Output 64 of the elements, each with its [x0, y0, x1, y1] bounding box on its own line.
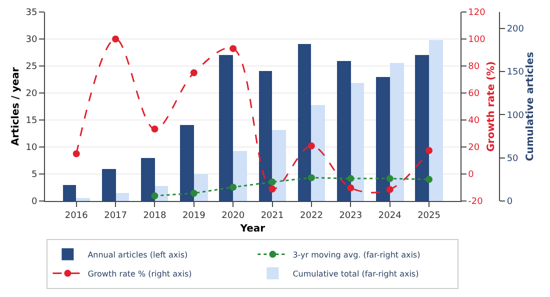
- y2-tick-label: -20: [468, 197, 484, 208]
- point: [347, 175, 354, 182]
- x-tick-label: 2024: [378, 210, 402, 221]
- point: [151, 126, 158, 133]
- point: [190, 190, 198, 197]
- point: [386, 186, 394, 194]
- point: [308, 174, 315, 182]
- y3-tick-label: 200: [506, 24, 524, 35]
- point: [347, 184, 354, 192]
- y2-tick-label: 100: [468, 35, 486, 46]
- y3-tick-label: 50: [506, 154, 519, 164]
- point: [112, 36, 120, 42]
- point: [426, 147, 433, 154]
- bar: [141, 158, 155, 201]
- bar: [102, 169, 116, 201]
- x-tick-label: 2019: [182, 210, 206, 221]
- bar: [219, 55, 233, 201]
- y-tick-label: 35: [26, 8, 38, 18]
- y-tick-label: 10: [26, 143, 38, 154]
- y2-tick-label: 20: [468, 143, 480, 154]
- y-tick-label: 20: [26, 89, 38, 100]
- y2-tick-label: 120: [468, 8, 486, 18]
- legend-label: 3-yr moving avg. (far-right axis): [292, 250, 420, 260]
- bar: [180, 125, 194, 201]
- y-tick-label: 30: [26, 35, 38, 46]
- point: [386, 175, 394, 182]
- y2-tick-label: 80: [468, 62, 480, 72]
- point: [151, 192, 158, 200]
- x-tick-label: 2020: [222, 210, 245, 221]
- point: [308, 142, 315, 150]
- y2-tick-label: 40: [468, 116, 480, 126]
- y-tick-label: 5: [31, 170, 38, 180]
- x-tick-label: 2017: [104, 210, 127, 221]
- y-axis-title: Articles / year: [10, 67, 22, 146]
- point: [268, 178, 276, 186]
- x-tick-label: 2022: [300, 210, 323, 221]
- y-tick-label: 25: [26, 62, 38, 72]
- legend-label: Growth rate % (right axis): [88, 269, 192, 278]
- point: [426, 176, 433, 183]
- y2-tick-label: 0: [468, 170, 474, 180]
- y-tick-label: 15: [26, 116, 38, 126]
- y3-tick-label: 100: [506, 110, 524, 121]
- x-tick-label: 2018: [143, 210, 166, 221]
- bar: [116, 193, 129, 201]
- bar: [63, 185, 76, 201]
- y3-axis-title: Cumulative articles: [524, 52, 536, 162]
- y-tick-label: 0: [31, 197, 38, 208]
- x-tick-label: 2023: [339, 210, 362, 221]
- x-tick-label: 2021: [260, 210, 284, 221]
- x-tick-label: 2016: [64, 210, 88, 221]
- y2-axis-title: Growth rate (%): [486, 61, 498, 152]
- point: [268, 185, 276, 192]
- x-axis-title: Year: [239, 223, 266, 234]
- point: [230, 45, 237, 52]
- x-tick-label: 2025: [418, 210, 440, 221]
- point: [190, 69, 198, 76]
- point: [72, 150, 80, 158]
- bar: [76, 198, 90, 201]
- y3-tick-label: 150: [506, 68, 524, 78]
- legend-label: Annual articles (left axis): [88, 250, 188, 260]
- y3-tick-label: 0: [506, 197, 513, 208]
- point: [230, 184, 237, 191]
- legend-label: Cumulative total (far-right axis): [292, 269, 419, 278]
- y2-tick-label: 60: [468, 89, 480, 100]
